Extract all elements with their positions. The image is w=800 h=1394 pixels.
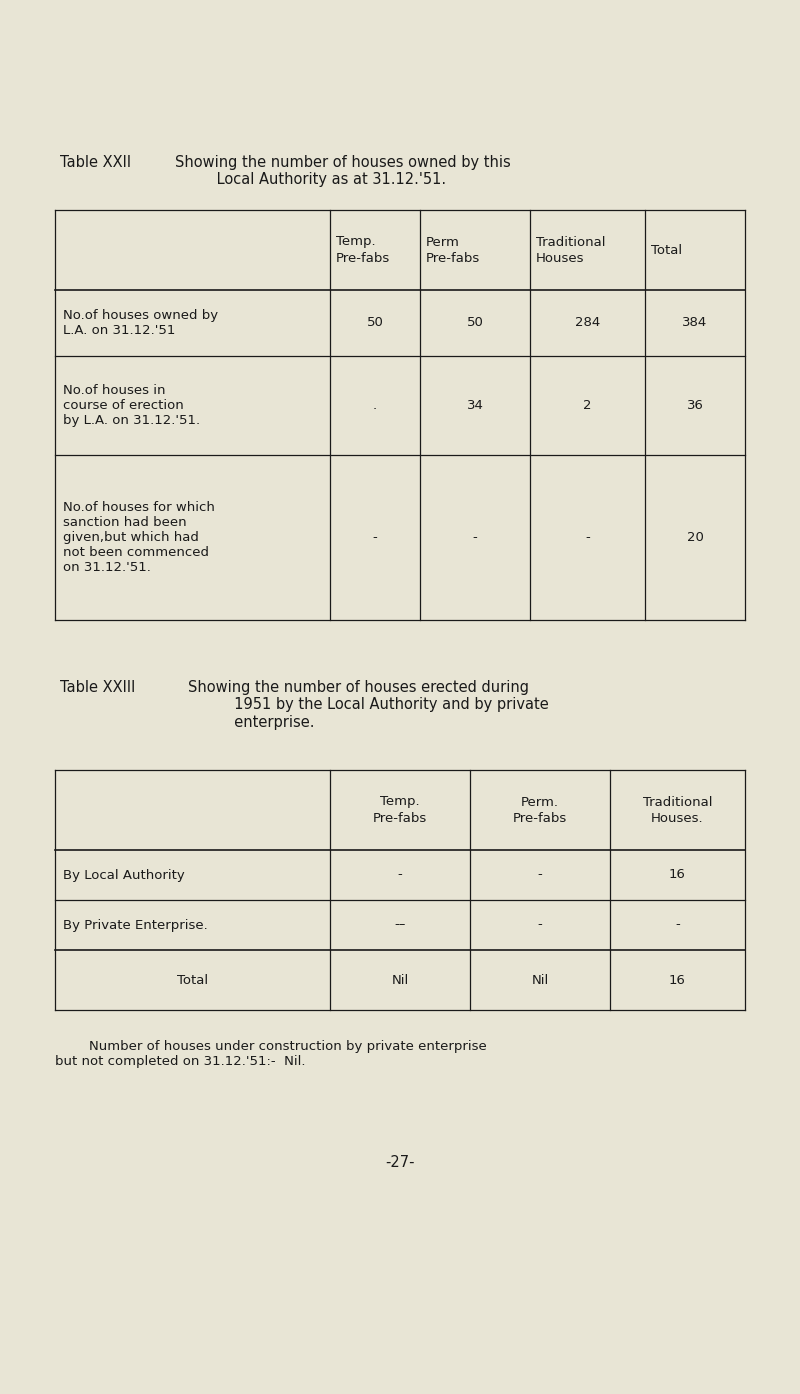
Text: Showing the number of houses erected during
          1951 by the Local Authorit: Showing the number of houses erected dur… bbox=[188, 680, 549, 730]
Text: -: - bbox=[373, 531, 378, 544]
Text: .: . bbox=[373, 399, 377, 413]
Text: 16: 16 bbox=[669, 868, 686, 881]
Text: 34: 34 bbox=[466, 399, 483, 413]
Text: Total: Total bbox=[651, 244, 682, 256]
Text: Temp.: Temp. bbox=[336, 236, 376, 248]
Text: -: - bbox=[473, 531, 478, 544]
Text: Houses: Houses bbox=[536, 251, 585, 265]
Text: Pre-fabs: Pre-fabs bbox=[513, 811, 567, 824]
Text: 50: 50 bbox=[366, 316, 383, 329]
Text: No.of houses in
course of erection
by L.A. on 31.12.'51.: No.of houses in course of erection by L.… bbox=[63, 383, 200, 427]
Text: Traditional: Traditional bbox=[642, 796, 712, 809]
Text: 36: 36 bbox=[686, 399, 703, 413]
Text: Pre-fabs: Pre-fabs bbox=[426, 251, 480, 265]
Text: 2: 2 bbox=[583, 399, 592, 413]
Text: -27-: -27- bbox=[386, 1156, 414, 1170]
Text: By Private Enterprise.: By Private Enterprise. bbox=[63, 919, 208, 931]
Text: Number of houses under construction by private enterprise
but not completed on 3: Number of houses under construction by p… bbox=[55, 1040, 486, 1068]
Text: -: - bbox=[675, 919, 680, 931]
Text: Showing the number of houses owned by this
         Local Authority as at 31.12.: Showing the number of houses owned by th… bbox=[175, 155, 510, 187]
Text: 384: 384 bbox=[682, 316, 708, 329]
Text: By Local Authority: By Local Authority bbox=[63, 868, 185, 881]
Text: -–: -– bbox=[394, 919, 406, 931]
Text: Traditional: Traditional bbox=[536, 236, 606, 248]
Text: Pre-fabs: Pre-fabs bbox=[336, 251, 390, 265]
Text: 16: 16 bbox=[669, 973, 686, 987]
Text: Nil: Nil bbox=[391, 973, 409, 987]
Text: No.of houses owned by
L.A. on 31.12.'51: No.of houses owned by L.A. on 31.12.'51 bbox=[63, 309, 218, 337]
Text: Perm.: Perm. bbox=[521, 796, 559, 809]
Text: Pre-fabs: Pre-fabs bbox=[373, 811, 427, 824]
Text: -: - bbox=[585, 531, 590, 544]
Text: -: - bbox=[538, 868, 542, 881]
Text: -: - bbox=[538, 919, 542, 931]
Text: Houses.: Houses. bbox=[651, 811, 704, 824]
Text: -: - bbox=[398, 868, 402, 881]
Text: Nil: Nil bbox=[531, 973, 549, 987]
Text: Total: Total bbox=[177, 973, 208, 987]
Text: Table XXIII: Table XXIII bbox=[60, 680, 135, 696]
Text: 20: 20 bbox=[686, 531, 703, 544]
Text: Temp.: Temp. bbox=[380, 796, 420, 809]
Text: Table XXII: Table XXII bbox=[60, 155, 131, 170]
Text: No.of houses for which
sanction had been
given,but which had
not been commenced
: No.of houses for which sanction had been… bbox=[63, 500, 215, 574]
Text: 50: 50 bbox=[466, 316, 483, 329]
Text: Perm: Perm bbox=[426, 236, 460, 248]
Text: 284: 284 bbox=[575, 316, 600, 329]
